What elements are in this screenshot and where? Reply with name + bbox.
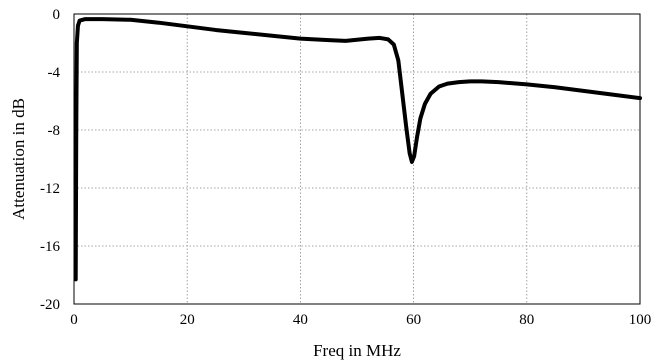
- x-axis-title: Freq in MHz: [313, 341, 401, 360]
- x-tick-label: 60: [406, 312, 421, 328]
- y-tick-label: 0: [53, 7, 61, 23]
- tick-labels: 0 20 40 60 80 100 0 -4 -8 -12 -16 -20: [40, 7, 651, 328]
- x-tick-label: 0: [70, 312, 78, 328]
- x-tick-label: 40: [293, 312, 308, 328]
- y-tick-label: -16: [40, 239, 60, 255]
- x-tick-label: 20: [180, 312, 195, 328]
- y-tick-label: -8: [48, 123, 61, 139]
- y-tick-label: -4: [48, 65, 61, 81]
- plot-area-frame: [73, 13, 641, 305]
- x-tick-label: 80: [519, 312, 534, 328]
- y-tick-label: -20: [40, 297, 60, 313]
- y-tick-label: -12: [40, 181, 60, 197]
- y-axis-title: Attenuation in dB: [9, 98, 28, 220]
- series-layer: [73, 17, 642, 282]
- series-line-0: [73, 17, 642, 282]
- x-tick-label: 100: [629, 312, 652, 328]
